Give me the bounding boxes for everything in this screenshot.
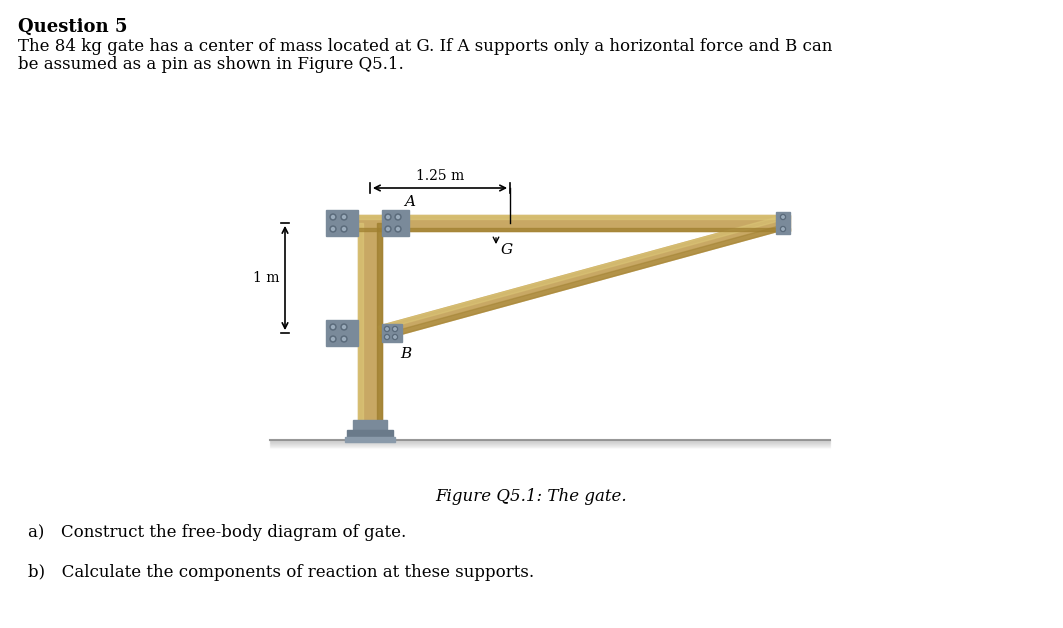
Circle shape (341, 214, 347, 220)
Circle shape (387, 215, 389, 219)
Bar (377, 223, 382, 422)
Circle shape (781, 228, 784, 230)
Text: A: A (404, 195, 415, 209)
Bar (358, 215, 790, 231)
Text: B: B (400, 347, 411, 361)
Text: Question 5: Question 5 (18, 18, 128, 36)
Circle shape (780, 215, 786, 220)
Bar (345, 437, 395, 442)
Circle shape (332, 325, 335, 328)
Text: a) Construct the free-body diagram of gate.: a) Construct the free-body diagram of ga… (28, 524, 406, 541)
Bar (358, 223, 382, 422)
Circle shape (781, 216, 784, 218)
Circle shape (386, 328, 388, 330)
Polygon shape (381, 225, 783, 340)
Circle shape (385, 327, 389, 332)
Polygon shape (378, 216, 781, 330)
Circle shape (385, 226, 391, 232)
Circle shape (341, 324, 347, 330)
Circle shape (342, 337, 345, 340)
Circle shape (332, 215, 335, 219)
Circle shape (341, 336, 347, 342)
Polygon shape (378, 216, 783, 340)
Circle shape (385, 335, 389, 340)
Circle shape (393, 328, 396, 330)
Text: The 84 kg gate has a center of mass located at G. If A supports only a horizonta: The 84 kg gate has a center of mass loca… (18, 38, 832, 55)
Circle shape (332, 227, 335, 230)
Circle shape (341, 226, 347, 232)
Circle shape (392, 327, 398, 332)
Text: be assumed as a pin as shown in Figure Q5.1.: be assumed as a pin as shown in Figure Q… (18, 56, 404, 73)
Circle shape (342, 227, 345, 230)
Circle shape (396, 215, 400, 219)
Text: 1 m: 1 m (253, 271, 280, 285)
Bar (326, 320, 358, 346)
Circle shape (395, 214, 401, 220)
Bar (776, 212, 790, 234)
Bar (382, 324, 402, 342)
Circle shape (395, 226, 401, 232)
Text: b) Calculate the components of reaction at these supports.: b) Calculate the components of reaction … (28, 564, 534, 581)
Bar (353, 420, 387, 432)
Text: Figure Q5.1: The gate.: Figure Q5.1: The gate. (435, 488, 627, 505)
Circle shape (330, 336, 336, 342)
Bar (358, 223, 362, 422)
Circle shape (342, 325, 345, 328)
Circle shape (780, 227, 786, 232)
Bar (358, 215, 790, 219)
Circle shape (330, 324, 336, 330)
Circle shape (396, 227, 400, 230)
Text: G: G (501, 243, 513, 257)
Bar (382, 210, 409, 236)
Circle shape (330, 214, 336, 220)
Bar (358, 228, 790, 231)
Circle shape (387, 227, 389, 230)
Circle shape (332, 337, 335, 340)
Circle shape (330, 226, 336, 232)
Circle shape (392, 335, 398, 340)
Circle shape (393, 336, 396, 338)
Circle shape (385, 214, 391, 220)
Circle shape (342, 215, 345, 219)
Circle shape (386, 336, 388, 338)
Bar (347, 430, 393, 438)
Bar (326, 210, 358, 236)
Text: 1.25 m: 1.25 m (416, 169, 465, 183)
